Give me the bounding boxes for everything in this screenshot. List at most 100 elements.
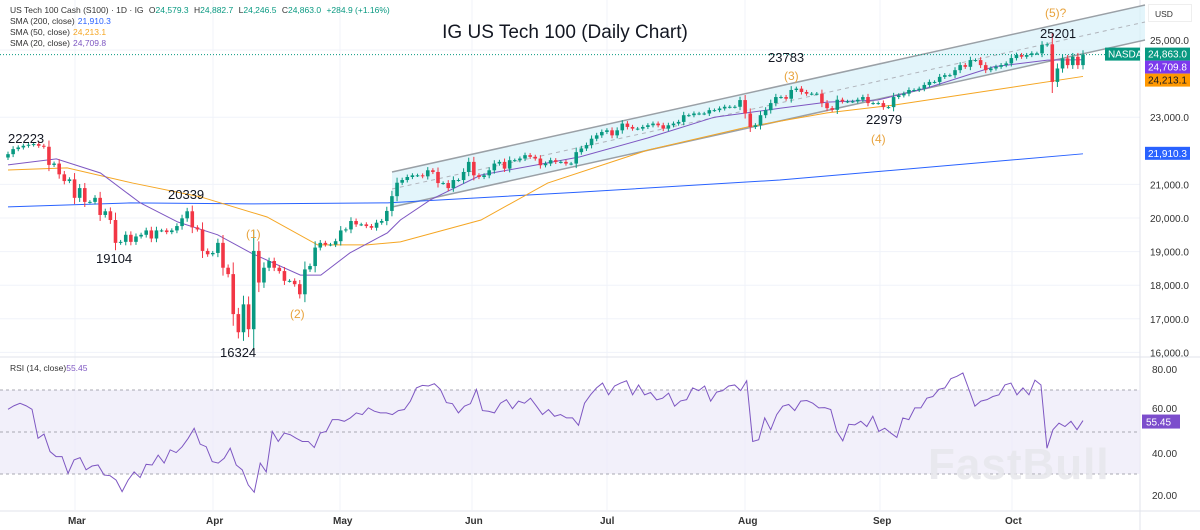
candle [26,142,31,148]
candle-body [656,123,660,126]
candle-body [277,267,282,272]
candle-body [431,170,435,172]
symbol-name[interactable]: US Tech 100 Cash (S100) · 1D · IG [10,5,144,15]
candle [999,63,1003,69]
candle-body [574,152,579,164]
high-label: H [194,5,201,15]
candle [246,296,251,338]
candle-body [768,103,773,111]
price-annotation: 19104 [96,251,132,266]
price-tick-label: 25,000.0 [1150,36,1189,47]
candle-body [241,304,246,333]
candle-body [323,242,328,245]
candle [456,178,461,182]
candle [149,226,154,243]
candle [1004,61,1009,68]
candle [374,219,379,231]
candle [113,212,118,251]
candle [282,266,287,285]
sma20-line [7,59,1084,276]
candle [579,145,584,155]
time-tick-label: Jun [465,516,483,527]
candle [707,107,712,117]
candle [835,95,840,115]
candle [415,173,420,178]
candle [1019,52,1024,59]
candle-body [712,110,717,112]
channel-mid-line [391,21,1146,190]
candle [774,93,778,107]
candle-body [697,113,701,115]
candle-body [1070,56,1075,66]
candle-body [292,280,297,285]
candle-body [942,75,947,77]
candle [72,173,77,205]
candle [687,113,691,117]
candle-body [727,106,732,108]
time-tick-label: Apr [206,516,223,527]
sma50-legend[interactable]: SMA (50, close) 24,213.1 [10,27,390,38]
wave-label: (2) [290,307,305,321]
candle-body [420,175,425,177]
candle-body [359,224,364,226]
sma200-legend[interactable]: SMA (200, close) 21,910.3 [10,16,390,27]
rsi-value-box [1142,414,1180,429]
candle-body [615,130,619,136]
rsi-tick-label: 20.00 [1152,491,1177,502]
candle [815,92,819,96]
candle-body [297,284,302,295]
candle [226,264,230,278]
candle [395,177,399,202]
candle [170,228,174,235]
currency-button[interactable]: USD [1148,4,1192,22]
candle-body [825,103,829,109]
rsi-legend[interactable]: RSI (14, close)55.45 [10,363,88,373]
candle [671,121,676,128]
sma20-value: 24,709.8 [73,38,107,48]
time-tick-label: Jul [600,516,615,527]
time-tick-label: Sep [873,516,891,527]
candle [948,73,952,77]
candle-body [251,250,256,330]
candle-body [67,179,72,182]
candle-body [185,211,189,219]
candle-body [62,174,67,182]
candle-body [82,188,87,202]
candle-body [835,99,840,110]
candle-body [861,97,865,100]
candle [287,279,292,283]
candle [410,173,415,180]
candle-body [1004,63,1009,66]
candle-body [912,89,916,91]
candle [118,239,123,245]
candle-body [932,81,937,83]
sma20-legend[interactable]: SMA (20, close) 24,709.8 [10,38,390,49]
candle-body [820,93,824,104]
candle [512,158,517,162]
wave-label: (5)? [1045,6,1067,20]
rsi-value: 55.45 [66,363,88,373]
candle-body [441,183,445,185]
candle-body [200,229,205,251]
candle [344,227,348,233]
candle [733,105,737,109]
candle [804,89,809,96]
candle-body [236,314,241,333]
candle [1076,52,1080,69]
candle [569,161,573,166]
candle [205,248,210,257]
candle-body [804,92,809,94]
candle [666,122,671,132]
candle-body [518,158,522,161]
candle [185,207,189,222]
last-price-label: 24,863.0 [1148,50,1187,61]
candle-body [159,230,164,232]
price-annotation: 22979 [866,112,902,127]
candle [697,111,701,116]
candle-body [144,230,149,235]
candle-body [896,95,901,98]
candle-body [349,221,353,230]
nasdaq-label: NASDAQ [1108,50,1150,61]
price-annotation: 20339 [168,187,204,202]
